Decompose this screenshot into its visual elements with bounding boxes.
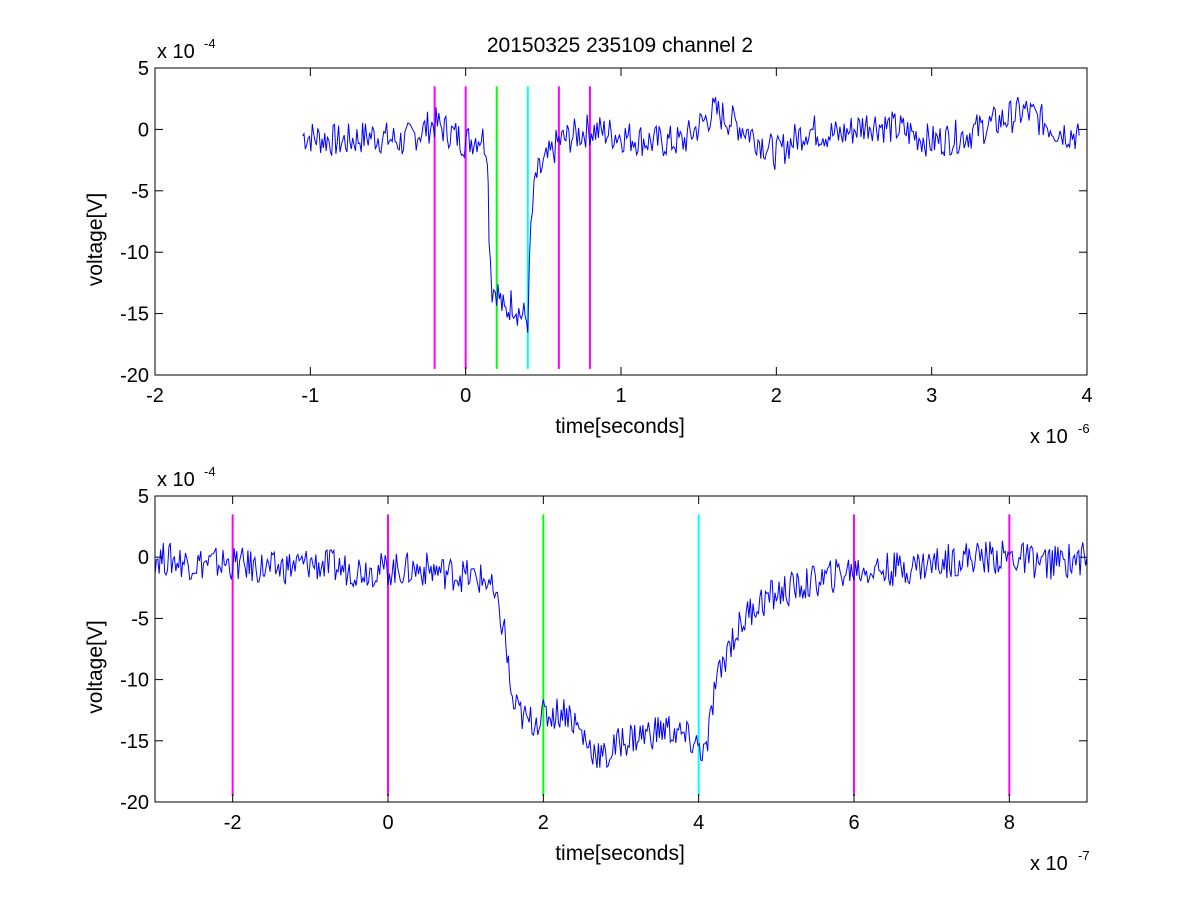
axis-ticks: -2 0 2 4 6 850-5-10-15-20: [120, 486, 1087, 834]
y-multiplier-exponent: -4: [204, 464, 216, 479]
y-tick-label: -10: [120, 670, 149, 692]
axis-ticks: -2 -1 0 1 2 3 450-5-10-15-20: [120, 58, 1092, 407]
x-axis-label: time[seconds]: [555, 842, 685, 865]
x-multiplier-exponent: -6: [1078, 421, 1090, 436]
x-multiplier-base: x 10: [1030, 426, 1068, 448]
x-tick-label: 8: [1004, 812, 1015, 834]
x-tick-label: 0: [382, 812, 393, 834]
x-tick-label: 3: [926, 385, 937, 407]
x-tick-label: 2: [771, 385, 782, 407]
signal-series: [154, 540, 1088, 769]
figure-title: 20150325 235109 channel 2: [487, 34, 753, 57]
x-tick-label: -2: [146, 385, 164, 407]
signal-series: [302, 96, 1080, 333]
x-tick-label: 4: [693, 812, 704, 834]
y-tick-label: -10: [120, 242, 149, 264]
x-tick-label: 2: [538, 812, 549, 834]
y-multiplier-exponent: -4: [204, 36, 216, 51]
x-multiplier-base: x 10: [1030, 853, 1068, 875]
x-tick-label: 4: [1081, 385, 1092, 407]
x-tick-label: 1: [615, 385, 626, 407]
y-tick-label: -20: [120, 792, 149, 814]
y-axis-label: voltage[V]: [84, 193, 107, 286]
y-tick-label: 5: [138, 58, 149, 80]
y-tick-label: 0: [138, 119, 149, 141]
bottom-plot: -2 0 2 4 6 850-5-10-15-20 time[seconds] volta…: [84, 464, 1090, 875]
y-tick-label: -5: [131, 181, 149, 203]
y-multiplier-base: x 10: [157, 41, 195, 63]
top-plot: -2 -1 0 1 2 3 450-5-10-15-20 time[seconds] vol…: [84, 36, 1093, 448]
x-multiplier: x 10 -7: [1030, 848, 1090, 875]
x-tick-label: -2: [224, 812, 242, 834]
y-multiplier: x 10 -4: [157, 36, 216, 63]
marker-lines: [231, 514, 1011, 796]
plot-frame: [154, 495, 1088, 803]
x-multiplier-exponent: -7: [1078, 848, 1090, 863]
y-tick-label: -15: [120, 304, 149, 326]
series-line-0: [302, 96, 1080, 333]
y-axis-label: voltage[V]: [84, 620, 107, 713]
y-tick-label: -5: [131, 608, 149, 630]
y-multiplier: x 10 -4: [157, 464, 216, 491]
x-tick-label: 6: [848, 812, 859, 834]
series-line-0: [154, 540, 1088, 769]
y-multiplier-base: x 10: [157, 469, 195, 491]
y-tick-label: -20: [120, 365, 149, 387]
y-tick-label: 5: [138, 486, 149, 508]
x-tick-label: 0: [460, 385, 471, 407]
x-multiplier: x 10 -6: [1030, 421, 1090, 448]
x-tick-label: -1: [301, 385, 319, 407]
y-tick-label: 0: [138, 547, 149, 569]
y-tick-label: -15: [120, 731, 149, 753]
x-axis-label: time[seconds]: [555, 415, 685, 438]
